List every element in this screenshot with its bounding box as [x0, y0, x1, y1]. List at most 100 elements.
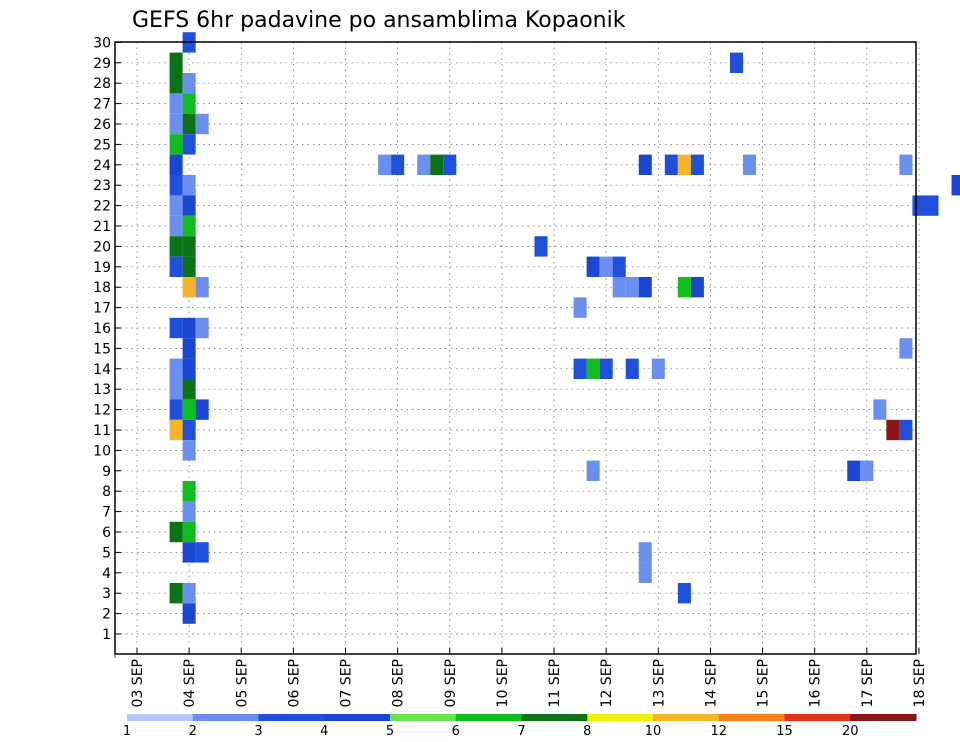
- precip-cell: [169, 399, 183, 420]
- precip-cell: [169, 215, 183, 237]
- precip-cell: [195, 113, 209, 135]
- precip-cell: [534, 236, 548, 257]
- y-tick-label: 18: [93, 280, 111, 296]
- y-tick-label: 5: [102, 545, 111, 561]
- precip-cell: [182, 236, 196, 257]
- y-tick-label: 12: [93, 403, 111, 419]
- precip-cell: [169, 583, 183, 604]
- precip-cell: [586, 358, 600, 379]
- y-tick-label: 1: [102, 627, 111, 643]
- x-tick-label: 17 SEP: [860, 659, 876, 707]
- x-tick-label: 12 SEP: [599, 659, 615, 707]
- precip-cell: [169, 52, 183, 73]
- y-axis: 1234567891011121314151617181920212223242…: [93, 35, 121, 643]
- precip-cell: [182, 399, 196, 420]
- y-tick-label: 20: [93, 239, 111, 255]
- precip-cell: [182, 175, 196, 196]
- x-tick-label: 11 SEP: [547, 659, 563, 707]
- precip-cell: [951, 175, 960, 196]
- precip-cell: [182, 134, 196, 155]
- precip-cell: [573, 358, 587, 379]
- precip-cell: [182, 113, 196, 135]
- precip-cell: [169, 317, 183, 339]
- precip-cell: [729, 52, 744, 73]
- precip-cell: [182, 379, 196, 400]
- precip-cell: [586, 256, 600, 277]
- precip-cell: [195, 277, 209, 298]
- colorbar-label: 6: [452, 724, 460, 739]
- y-tick-label: 16: [93, 321, 111, 337]
- x-tick-label: 13 SEP: [651, 659, 667, 707]
- precip-cell: [182, 481, 196, 502]
- y-tick-label: 26: [93, 117, 111, 133]
- x-tick-label: 09 SEP: [443, 659, 459, 707]
- x-tick-label: 18 SEP: [912, 659, 928, 707]
- precip-cell: [195, 317, 209, 339]
- y-tick-label: 4: [102, 566, 111, 582]
- y-tick-label: 19: [93, 260, 111, 276]
- precip-cell: [573, 297, 587, 318]
- x-tick-label: 07 SEP: [339, 659, 355, 707]
- colorbar-label: 8: [583, 724, 591, 739]
- colorbar-swatch: [258, 714, 325, 721]
- precip-cell: [182, 603, 196, 624]
- precip-cell: [743, 154, 757, 175]
- precip-cell: [182, 338, 196, 359]
- precip-cell: [599, 358, 613, 379]
- precip-cell: [169, 256, 183, 277]
- precip-cell: [664, 154, 678, 175]
- colorbar-label: 2: [189, 724, 197, 739]
- colorbar-swatch: [324, 714, 391, 721]
- colorbar-swatch: [718, 714, 785, 721]
- precip-cell: [899, 154, 913, 175]
- y-tick-label: 25: [93, 137, 111, 153]
- colorbar-swatch: [192, 714, 259, 721]
- y-tick-label: 8: [102, 484, 111, 500]
- precip-cell: [899, 338, 913, 359]
- precip-cell: [586, 460, 600, 481]
- x-tick-label: 16 SEP: [808, 659, 824, 707]
- y-tick-label: 14: [93, 362, 111, 378]
- y-tick-label: 11: [93, 423, 111, 439]
- colorbar-label: 20: [842, 724, 859, 739]
- colorbar-label: 1: [123, 724, 131, 739]
- precip-cell: [182, 440, 196, 461]
- precip-cell: [391, 154, 405, 175]
- precip-cell: [169, 358, 183, 379]
- precip-cell: [169, 73, 183, 94]
- precip-cell: [378, 154, 392, 175]
- precip-cell: [625, 277, 639, 298]
- precip-cell: [182, 215, 196, 237]
- x-tick-label: 05 SEP: [234, 659, 250, 707]
- colorbar-swatch: [390, 714, 457, 721]
- x-tick-label: 04 SEP: [182, 659, 198, 707]
- y-tick-label: 30: [93, 35, 111, 51]
- x-tick-label: 14 SEP: [703, 659, 719, 707]
- precip-cell: [690, 154, 704, 175]
- precip-cell: [625, 358, 639, 379]
- precip-cell: [847, 460, 861, 481]
- y-tick-label: 22: [93, 199, 111, 215]
- precip-cell: [443, 154, 457, 175]
- y-tick-label: 6: [102, 525, 111, 541]
- precip-cell: [195, 542, 209, 563]
- colorbar-label: 7: [517, 724, 525, 739]
- colorbar-swatch: [455, 714, 522, 721]
- precip-cell: [873, 399, 887, 420]
- y-tick-label: 23: [93, 178, 111, 194]
- y-tick-label: 10: [93, 443, 111, 459]
- precip-cell: [925, 195, 939, 216]
- precip-cell: [182, 73, 196, 94]
- colorbar-swatch: [127, 714, 194, 721]
- precip-cell: [182, 542, 196, 563]
- precip-cell: [169, 93, 183, 114]
- precip-cell: [651, 358, 665, 379]
- colorbar-label: 4: [320, 724, 328, 739]
- precip-cell: [182, 521, 196, 543]
- precip-cell: [182, 317, 196, 339]
- y-tick-label: 15: [93, 341, 111, 357]
- colorbar-swatch: [784, 714, 851, 721]
- colorbar-label: 5: [386, 724, 394, 739]
- x-tick-label: 03 SEP: [130, 659, 146, 707]
